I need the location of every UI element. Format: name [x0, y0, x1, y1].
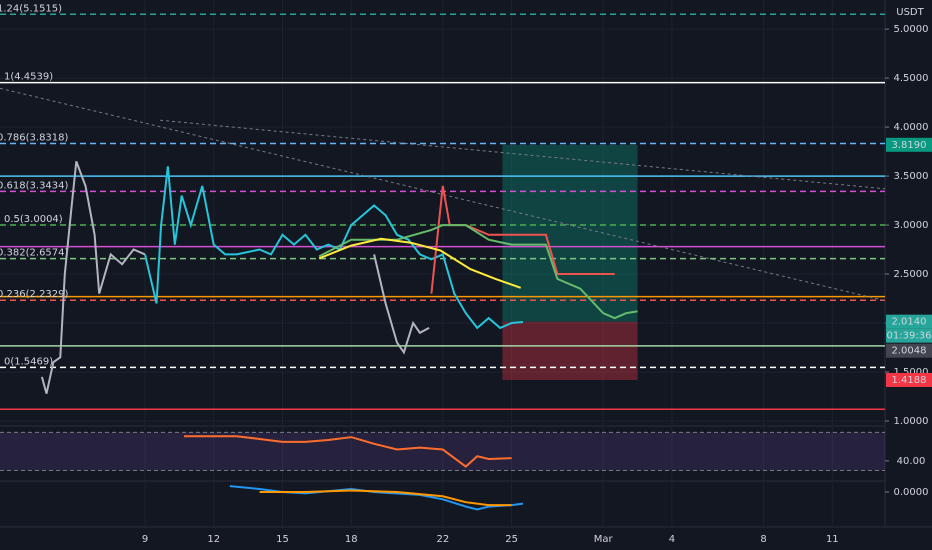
x-tick-label: 8: [760, 534, 766, 545]
trend-line: [0, 87, 886, 302]
x-tick-label: 25: [505, 534, 518, 545]
y-tick-label: 1.5000: [894, 367, 929, 378]
x-tick-label: 11: [826, 534, 839, 545]
series-line: [40, 161, 430, 394]
trend-line: [160, 119, 886, 190]
fib-label: 0.786(3.8318): [0, 133, 69, 144]
x-tick-label: 15: [276, 534, 289, 545]
x-tick-label: 4: [669, 534, 675, 545]
countdown: 01:39:36: [887, 331, 932, 342]
profit-zone: [502, 144, 638, 322]
fib-label: 0.5(3.0004): [4, 214, 63, 225]
fib-label: 1.24(5.1515): [0, 3, 62, 14]
y-tick-label: 40.00: [897, 456, 926, 467]
price-tag-label: 3.8190: [892, 140, 927, 151]
x-tick-label: 22: [436, 534, 449, 545]
fib-label: 0(1.5469): [4, 356, 53, 367]
price-tag-label: 2.0140: [892, 317, 927, 328]
y-tick-label: 2.5000: [894, 269, 929, 280]
price-tag-label: 2.0048: [892, 346, 927, 357]
y-tick-label: 5.0000: [894, 24, 929, 35]
x-tick-label: 18: [345, 534, 358, 545]
series-line: [430, 185, 615, 294]
y-tick-label: 4.5000: [894, 73, 929, 84]
series-line: [318, 224, 638, 320]
price-tag-label: 1.4188: [892, 375, 927, 386]
price-tag: [886, 372, 932, 387]
series-line: [259, 489, 512, 507]
series-line: [318, 237, 522, 289]
currency-label: USDT: [896, 7, 924, 18]
price-tag: [886, 314, 932, 329]
y-tick-label: 3.0000: [894, 220, 929, 231]
fib-label: 0.382(2.6574): [0, 248, 69, 259]
rsi-band: [0, 432, 885, 471]
series-line: [144, 166, 524, 330]
fib-label: 0.236(2.2329): [0, 289, 69, 300]
x-tick-label: Mar: [594, 534, 614, 545]
y-tick-label: 3.5000: [894, 171, 929, 182]
x-tick-label: 9: [142, 534, 148, 545]
x-tick-label: 12: [207, 534, 220, 545]
fib-label: 0.618(3.3434): [0, 180, 69, 191]
countdown-tag: [886, 328, 932, 343]
fib-label: 1(4.4539): [4, 72, 53, 83]
y-tick-label: 4.0000: [894, 122, 929, 133]
series-line: [184, 435, 512, 468]
price-tag: [886, 343, 932, 358]
price-tag: [886, 137, 932, 152]
y-tick-label: 0.0000: [894, 487, 929, 498]
y-tick-label: 1.0000: [894, 416, 929, 427]
loss-zone: [502, 321, 638, 380]
